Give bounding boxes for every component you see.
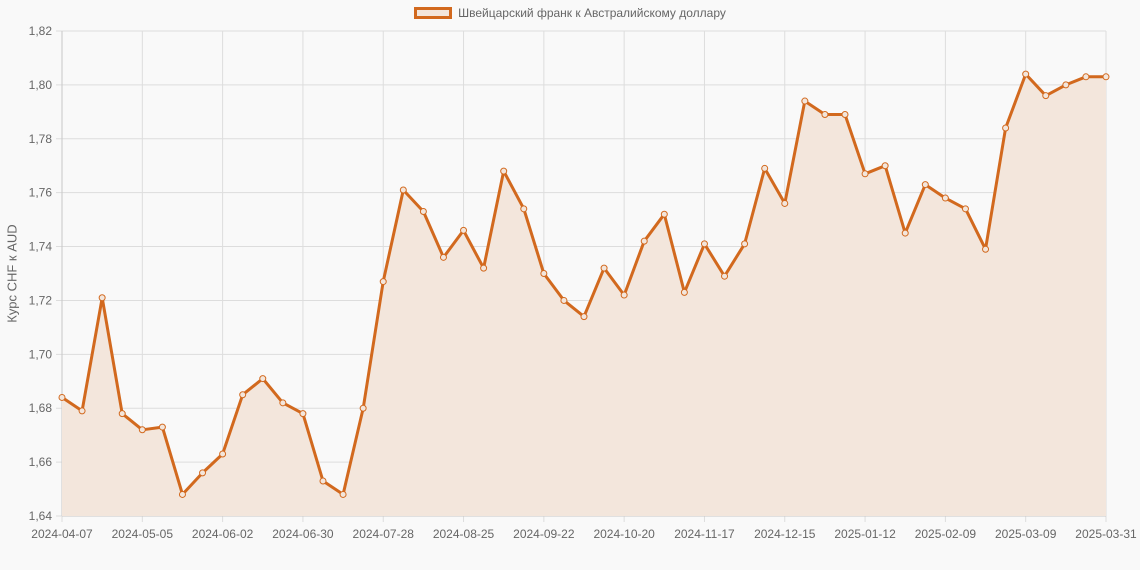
data-point[interactable] — [781, 199, 789, 207]
data-point[interactable] — [500, 167, 508, 175]
data-point[interactable] — [881, 162, 889, 170]
x-tick-label: 2024-06-02 — [192, 527, 254, 541]
data-point[interactable] — [741, 240, 749, 248]
data-point[interactable] — [841, 111, 849, 119]
data-point[interactable] — [680, 288, 688, 296]
data-point[interactable] — [118, 410, 126, 418]
data-point[interactable] — [419, 208, 427, 216]
data-points[interactable] — [58, 70, 1110, 498]
data-point[interactable] — [1082, 73, 1090, 81]
data-point[interactable] — [138, 426, 146, 434]
y-tick-label: 1,66 — [29, 455, 53, 469]
data-point[interactable] — [961, 205, 969, 213]
data-point[interactable] — [560, 296, 568, 304]
y-tick-label: 1,72 — [29, 293, 53, 307]
data-point[interactable] — [721, 272, 729, 280]
y-tick-label: 1,76 — [29, 186, 53, 200]
data-point[interactable] — [520, 205, 528, 213]
data-point[interactable] — [901, 229, 909, 237]
y-tick-label: 1,70 — [29, 347, 53, 361]
data-point[interactable] — [921, 181, 929, 189]
y-tick-label: 1,82 — [29, 24, 53, 38]
data-point[interactable] — [600, 264, 608, 272]
data-point[interactable] — [460, 226, 468, 234]
data-point[interactable] — [941, 194, 949, 202]
data-point[interactable] — [199, 469, 207, 477]
data-point[interactable] — [821, 111, 829, 119]
data-point[interactable] — [982, 245, 990, 253]
x-tick-label: 2024-06-30 — [272, 527, 334, 541]
data-point[interactable] — [239, 391, 247, 399]
y-tick-label: 1,78 — [29, 132, 53, 146]
data-point[interactable] — [339, 490, 347, 498]
data-point[interactable] — [1002, 124, 1010, 132]
data-point[interactable] — [1022, 70, 1030, 78]
data-point[interactable] — [1102, 73, 1110, 81]
data-point[interactable] — [399, 186, 407, 194]
data-point[interactable] — [640, 237, 648, 245]
x-tick-label: 2024-09-22 — [513, 527, 575, 541]
data-point[interactable] — [359, 404, 367, 412]
y-tick-label: 1,74 — [29, 240, 53, 254]
x-tick-label: 2025-03-31 — [1075, 527, 1137, 541]
x-tick-label: 2024-12-15 — [754, 527, 816, 541]
x-tick-label: 2024-05-05 — [112, 527, 174, 541]
data-point[interactable] — [219, 450, 227, 458]
data-point[interactable] — [580, 313, 588, 321]
data-point[interactable] — [620, 291, 628, 299]
x-tick-label: 2025-03-09 — [995, 527, 1057, 541]
x-axis-ticks: 2024-04-07 2024-05-05 2024-06-02 2024-06-30… — [31, 527, 1137, 541]
data-point[interactable] — [98, 294, 106, 302]
x-tick-label: 2024-07-28 — [353, 527, 415, 541]
y-tick-label: 1,68 — [29, 401, 53, 415]
x-tick-label: 2024-11-17 — [674, 527, 735, 541]
data-point[interactable] — [178, 490, 186, 498]
data-point[interactable] — [78, 407, 86, 415]
data-point[interactable] — [861, 170, 869, 178]
data-point[interactable] — [801, 97, 809, 105]
data-point[interactable] — [279, 399, 287, 407]
x-tick-label: 2025-01-12 — [834, 527, 896, 541]
y-tick-label: 1,64 — [29, 509, 53, 523]
data-point[interactable] — [299, 410, 307, 418]
data-point[interactable] — [58, 393, 66, 401]
data-point[interactable] — [660, 210, 668, 218]
y-tick-label: 1,80 — [29, 78, 53, 92]
data-point[interactable] — [1042, 92, 1050, 100]
data-point[interactable] — [700, 240, 708, 248]
data-point[interactable] — [480, 264, 488, 272]
data-point[interactable] — [319, 477, 327, 485]
x-tick-label: 2024-10-20 — [593, 527, 655, 541]
data-point[interactable] — [158, 423, 166, 431]
data-point[interactable] — [761, 164, 769, 172]
y-axis-label: Курс CHF к AUD — [4, 224, 20, 323]
x-tick-label: 2025-02-09 — [915, 527, 977, 541]
legend[interactable]: Швейцарский франк к Австралийскому долла… — [0, 6, 1140, 20]
data-point[interactable] — [439, 253, 447, 261]
data-point[interactable] — [540, 270, 548, 277]
x-tick-label: 2024-04-07 — [31, 527, 93, 541]
data-point[interactable] — [259, 375, 267, 383]
y-axis-ticks: 1,64 1,66 1,68 1,70 1,72 1,74 1,76 1,78 1,80 1,82 — [29, 24, 53, 523]
legend-label: Швейцарский франк к Австралийскому долла… — [458, 6, 726, 20]
data-point[interactable] — [379, 278, 387, 286]
legend-swatch-icon — [414, 7, 453, 19]
data-point[interactable] — [1062, 81, 1070, 89]
x-tick-label: 2024-08-25 — [433, 527, 495, 541]
area-fill — [62, 74, 1106, 516]
